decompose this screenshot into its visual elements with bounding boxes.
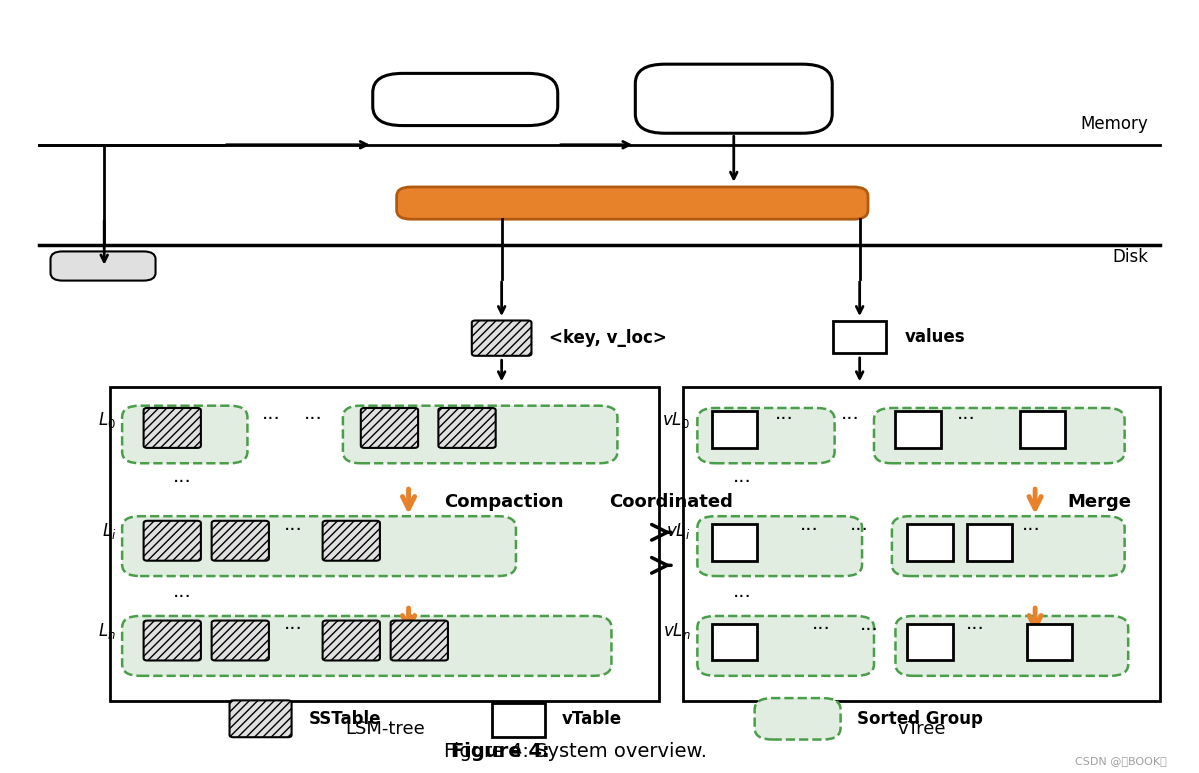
Text: CSDN @妙BOOK言: CSDN @妙BOOK言 <box>1074 757 1167 766</box>
FancyBboxPatch shape <box>439 408 495 448</box>
Bar <box>712 411 757 448</box>
FancyBboxPatch shape <box>144 521 201 560</box>
Bar <box>683 386 1161 701</box>
Text: ···: ··· <box>283 620 302 639</box>
Text: ···: ··· <box>173 473 191 492</box>
FancyBboxPatch shape <box>122 406 247 463</box>
Text: Coordinated: Coordinated <box>609 492 733 511</box>
Text: Disk: Disk <box>1113 248 1149 267</box>
Text: vTree: vTree <box>898 720 946 738</box>
FancyBboxPatch shape <box>122 516 516 576</box>
Text: $L_i$: $L_i$ <box>102 521 116 541</box>
FancyBboxPatch shape <box>391 621 448 660</box>
FancyBboxPatch shape <box>698 616 874 676</box>
Text: Immutable
MemTable: Immutable MemTable <box>680 80 788 118</box>
Bar <box>712 524 757 560</box>
FancyBboxPatch shape <box>397 187 868 220</box>
Text: SSTable: SSTable <box>308 710 381 728</box>
Text: $L_0$: $L_0$ <box>98 410 116 430</box>
Text: values: values <box>905 329 965 346</box>
Text: ···: ··· <box>775 410 794 429</box>
FancyBboxPatch shape <box>471 321 531 356</box>
FancyBboxPatch shape <box>343 406 617 463</box>
FancyBboxPatch shape <box>229 700 291 737</box>
Text: ···: ··· <box>860 621 879 640</box>
Text: ···: ··· <box>800 520 819 540</box>
FancyBboxPatch shape <box>212 521 269 560</box>
Bar <box>833 322 886 353</box>
Text: ···: ··· <box>283 520 302 540</box>
FancyBboxPatch shape <box>323 621 380 660</box>
Text: ···: ··· <box>734 473 752 492</box>
FancyBboxPatch shape <box>212 621 269 660</box>
Bar <box>492 703 544 737</box>
FancyBboxPatch shape <box>635 64 832 133</box>
Text: ···: ··· <box>1023 520 1041 540</box>
Text: ···: ··· <box>173 588 191 607</box>
Bar <box>908 524 953 560</box>
Bar <box>712 624 757 660</box>
Text: Figure 4:: Figure 4: <box>451 742 550 761</box>
FancyBboxPatch shape <box>698 516 862 576</box>
Bar <box>1019 411 1065 448</box>
FancyBboxPatch shape <box>892 516 1125 576</box>
Text: Figure 4: System overview.: Figure 4: System overview. <box>444 742 707 761</box>
Bar <box>908 624 953 660</box>
Text: $L_n$: $L_n$ <box>98 621 116 641</box>
Text: ···: ··· <box>966 620 984 639</box>
Text: Memory: Memory <box>1080 115 1149 133</box>
Text: ···: ··· <box>840 410 860 429</box>
Text: ···: ··· <box>850 521 869 540</box>
Bar <box>968 524 1012 560</box>
Text: $vL_i$: $vL_i$ <box>665 521 691 541</box>
Text: $vL_0$: $vL_0$ <box>663 410 691 430</box>
FancyBboxPatch shape <box>896 616 1128 676</box>
FancyBboxPatch shape <box>144 621 201 660</box>
Text: WAL: WAL <box>83 257 123 275</box>
Text: <key, v_loc>: <key, v_loc> <box>549 329 668 347</box>
Text: Compaction: Compaction <box>445 492 564 511</box>
FancyBboxPatch shape <box>373 73 558 125</box>
Text: MemTable: MemTable <box>414 90 517 108</box>
Text: Flush w/ KV separation: Flush w/ KV separation <box>516 194 748 212</box>
FancyBboxPatch shape <box>698 408 835 463</box>
FancyBboxPatch shape <box>50 251 156 281</box>
FancyBboxPatch shape <box>874 408 1125 463</box>
Text: Merge: Merge <box>1067 492 1132 511</box>
FancyBboxPatch shape <box>323 521 380 560</box>
Text: ···: ··· <box>957 410 975 429</box>
Text: Sorted Group: Sorted Group <box>857 710 983 728</box>
Text: $vL_n$: $vL_n$ <box>663 621 691 641</box>
FancyBboxPatch shape <box>361 408 418 448</box>
Text: ···: ··· <box>261 410 281 429</box>
FancyBboxPatch shape <box>754 698 840 740</box>
Text: ···: ··· <box>812 620 831 639</box>
Text: ···: ··· <box>303 410 323 429</box>
Bar <box>896 411 941 448</box>
FancyBboxPatch shape <box>144 408 201 448</box>
Text: vTable: vTable <box>561 710 621 728</box>
Text: ···: ··· <box>734 588 752 607</box>
FancyBboxPatch shape <box>122 616 611 676</box>
Text: LSM-tree: LSM-tree <box>345 720 424 738</box>
Bar <box>110 386 659 701</box>
Bar <box>1026 624 1072 660</box>
